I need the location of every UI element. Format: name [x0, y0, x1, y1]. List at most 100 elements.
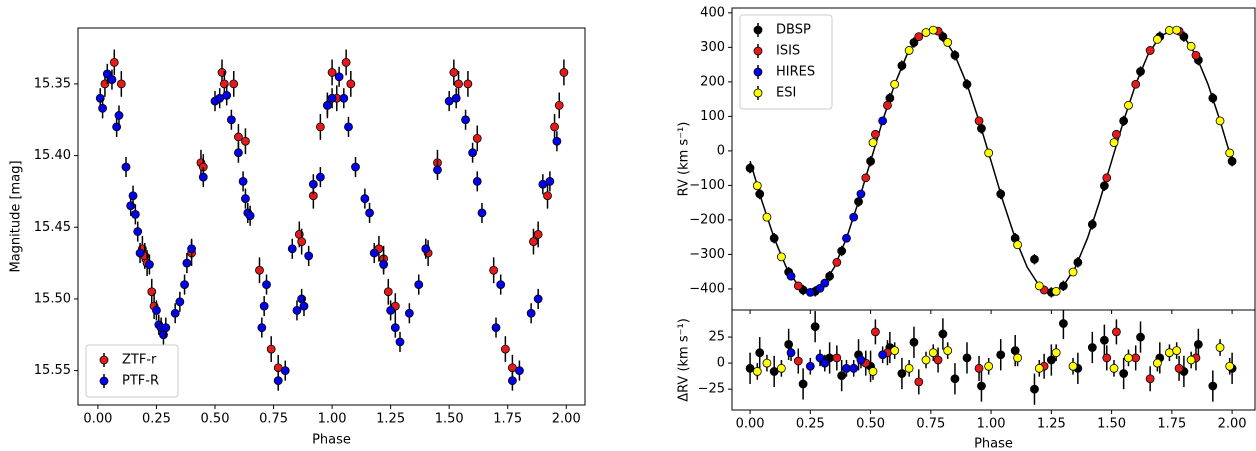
x-tick-label: 0.50: [201, 412, 230, 427]
data-point: [996, 189, 1006, 199]
data-point: [1013, 240, 1023, 250]
y-tick-label: 15.45: [34, 220, 71, 235]
data-point: [515, 366, 524, 375]
data-point: [369, 248, 379, 258]
data-point: [1145, 46, 1155, 55]
data-point: [360, 194, 370, 203]
data-point: [529, 237, 538, 246]
data-point: [491, 323, 501, 332]
y-tick-label: −400: [689, 281, 725, 296]
y-tick-label: 100: [700, 109, 725, 124]
data-point: [1172, 346, 1182, 356]
data-point: [1058, 319, 1068, 328]
data-point: [1208, 381, 1218, 391]
data-point: [868, 138, 878, 148]
data-point: [414, 280, 424, 289]
data-point: [866, 156, 875, 166]
data-point: [769, 367, 779, 376]
legend-marker: [753, 25, 763, 35]
axes-frame: [77, 27, 586, 406]
data-point: [262, 280, 271, 289]
legend-label: ESI: [776, 86, 796, 101]
data-point: [339, 93, 349, 103]
plot-area: [745, 25, 1237, 298]
data-point: [861, 173, 871, 183]
data-point: [921, 355, 931, 365]
data-point: [386, 305, 396, 315]
data-point: [121, 162, 131, 172]
data-point: [1145, 374, 1155, 384]
data-point: [1112, 327, 1121, 337]
data-point: [1191, 50, 1201, 60]
data-point: [130, 209, 140, 219]
data-point: [404, 308, 414, 318]
x-tick-label: 0.75: [916, 417, 945, 432]
data-point: [755, 348, 765, 358]
y-tick-label: −100: [689, 178, 725, 193]
y-axis-label: Magnitude [mag]: [9, 160, 24, 272]
data-point: [856, 355, 866, 365]
data-point: [1186, 41, 1196, 51]
data-point: [977, 381, 986, 391]
data-point: [921, 28, 931, 37]
x-tick-label: 1.00: [977, 417, 1006, 432]
data-point: [496, 280, 506, 289]
data-point: [526, 308, 536, 318]
data-point: [543, 191, 552, 201]
legend-marker: [99, 355, 109, 365]
x-tick-label: 2.00: [552, 412, 581, 427]
data-point: [550, 122, 559, 132]
data-point: [226, 115, 236, 125]
y-tick-label: 25: [708, 330, 725, 345]
legend-marker: [753, 88, 763, 98]
data-point: [552, 136, 562, 146]
y-tick-label: −25: [698, 382, 725, 397]
y-tick-label: 15.40: [34, 148, 71, 163]
data-point: [323, 101, 332, 110]
residual-frame: [731, 309, 1256, 411]
data-point: [245, 211, 255, 221]
y-tick-label: 0: [717, 356, 725, 371]
data-point: [152, 305, 161, 315]
data-point: [752, 367, 762, 376]
data-point: [273, 376, 283, 386]
data-point: [745, 163, 755, 173]
data-point: [98, 103, 107, 113]
data-point: [820, 358, 830, 368]
data-point: [365, 208, 374, 218]
data-point: [1013, 353, 1023, 363]
data-point: [1215, 116, 1225, 126]
data-point: [1030, 254, 1039, 264]
data-point: [890, 346, 900, 356]
data-point: [292, 305, 302, 315]
data-point: [1227, 156, 1237, 166]
x-tick-label: 0.00: [83, 412, 112, 427]
data-point: [1119, 116, 1129, 126]
data-point: [762, 358, 772, 368]
data-point: [182, 258, 192, 268]
legend-marker: [99, 376, 109, 386]
data-point: [433, 165, 442, 175]
data-point: [266, 344, 276, 354]
data-point: [454, 79, 463, 89]
data-point: [1051, 348, 1061, 358]
data-point: [974, 363, 984, 373]
data-point: [449, 68, 459, 77]
data-point: [962, 353, 972, 363]
data-point: [849, 212, 859, 222]
data-point: [1131, 79, 1141, 89]
data-point: [1208, 93, 1218, 103]
data-point: [938, 32, 948, 42]
data-point: [1030, 384, 1039, 394]
data-point: [327, 93, 337, 103]
data-point: [837, 246, 847, 256]
data-point: [451, 93, 461, 103]
data-point: [984, 148, 994, 158]
x-tick-label: 1.75: [493, 412, 522, 427]
legend-label: PTF-R: [122, 374, 159, 389]
data-point: [315, 172, 325, 182]
data-point: [107, 75, 117, 85]
data-point: [938, 329, 948, 339]
data-point: [786, 271, 796, 281]
data-point: [928, 348, 938, 358]
